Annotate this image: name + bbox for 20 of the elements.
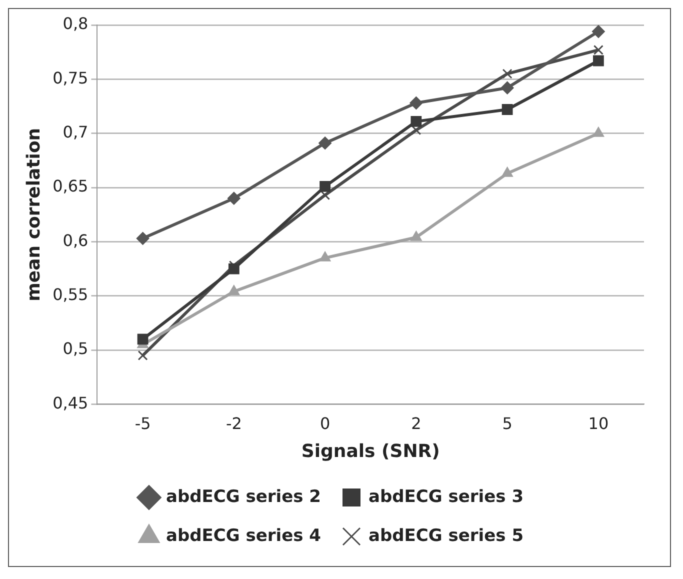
x-tick-label: 2: [411, 414, 422, 433]
y-tick-label: 0,55: [52, 285, 88, 304]
y-axis-title: mean correlation: [23, 128, 44, 302]
y-tick-label: 0,8: [62, 14, 88, 34]
x-axis-title: Signals (SNR): [301, 440, 440, 462]
x-tick-label: -2: [226, 414, 242, 433]
y-tick-label: 0,5: [62, 339, 88, 358]
y-tick-label: 0,65: [52, 176, 88, 196]
y-tick-label: 0,45: [52, 393, 88, 412]
x-tick-label: 10: [588, 414, 609, 433]
legend-label: abdECG series 4: [166, 526, 322, 546]
x-tick-label: -5: [134, 414, 151, 433]
y-tick-label: 0,75: [52, 68, 88, 88]
y-tick-label: 0,7: [62, 122, 88, 142]
x-tick-label: 5: [502, 414, 512, 433]
legend-label: abdECG series 3: [368, 486, 524, 507]
legend-label: abdECG series 5: [368, 526, 524, 546]
x-tick-label: 0: [320, 414, 330, 433]
y-tick-label: 0,6: [62, 230, 88, 250]
legend-label: abdECG series 2: [166, 486, 322, 507]
